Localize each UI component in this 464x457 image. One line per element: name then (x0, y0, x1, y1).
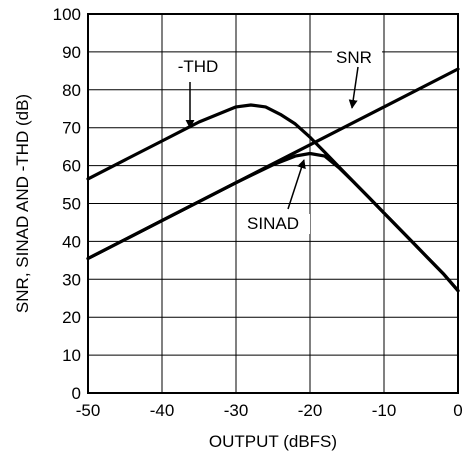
grid (87, 13, 459, 394)
series-lines (86, 67, 460, 293)
x-tick-label: -40 (150, 401, 175, 420)
series-line-thd (86, 103, 460, 293)
y-axis-label: SNR, SINAD AND -THD (dB) (13, 94, 32, 313)
y-tick-label: 0 (72, 384, 81, 403)
series-line-sinad (86, 151, 460, 293)
annotation-arrow-sinad (287, 159, 306, 210)
x-tick-label: -20 (298, 401, 323, 420)
x-tick-label: -10 (372, 401, 397, 420)
y-tick-label: 60 (62, 157, 81, 176)
y-tick-label: 100 (53, 5, 81, 24)
y-tick-label: 30 (62, 270, 81, 289)
annotations: -THD SNR SINAD (170, 48, 382, 234)
plot-frame (87, 13, 459, 394)
annotation-label-sinad: SINAD (247, 214, 299, 233)
annotation-arrow-snr (348, 66, 359, 109)
y-tick-label: 20 (62, 308, 81, 327)
annotation-label-thd: -THD (178, 57, 219, 76)
annotation-label-snr: SNR (336, 48, 372, 67)
y-tick-label: 90 (62, 43, 81, 62)
x-tick-label: -50 (76, 401, 101, 420)
y-tick-label: 50 (62, 195, 81, 214)
y-tick-label: 40 (62, 232, 81, 251)
x-tick-label: -30 (224, 401, 249, 420)
y-tick-label: 70 (62, 119, 81, 138)
x-axis-label: OUTPUT (dBFS) (209, 432, 337, 451)
annotation-bg-sinad (240, 214, 310, 234)
x-tick-label: 0 (453, 401, 462, 420)
y-tick-label: 80 (62, 81, 81, 100)
annotation-bg-thd (170, 58, 226, 78)
y-tick-label: 10 (62, 346, 81, 365)
tick-labels: -50 -40 -30 -20 -10 0 0 10 20 30 40 50 60 70 80 90 100 (53, 5, 463, 420)
annotation-bg-snr (332, 49, 382, 69)
